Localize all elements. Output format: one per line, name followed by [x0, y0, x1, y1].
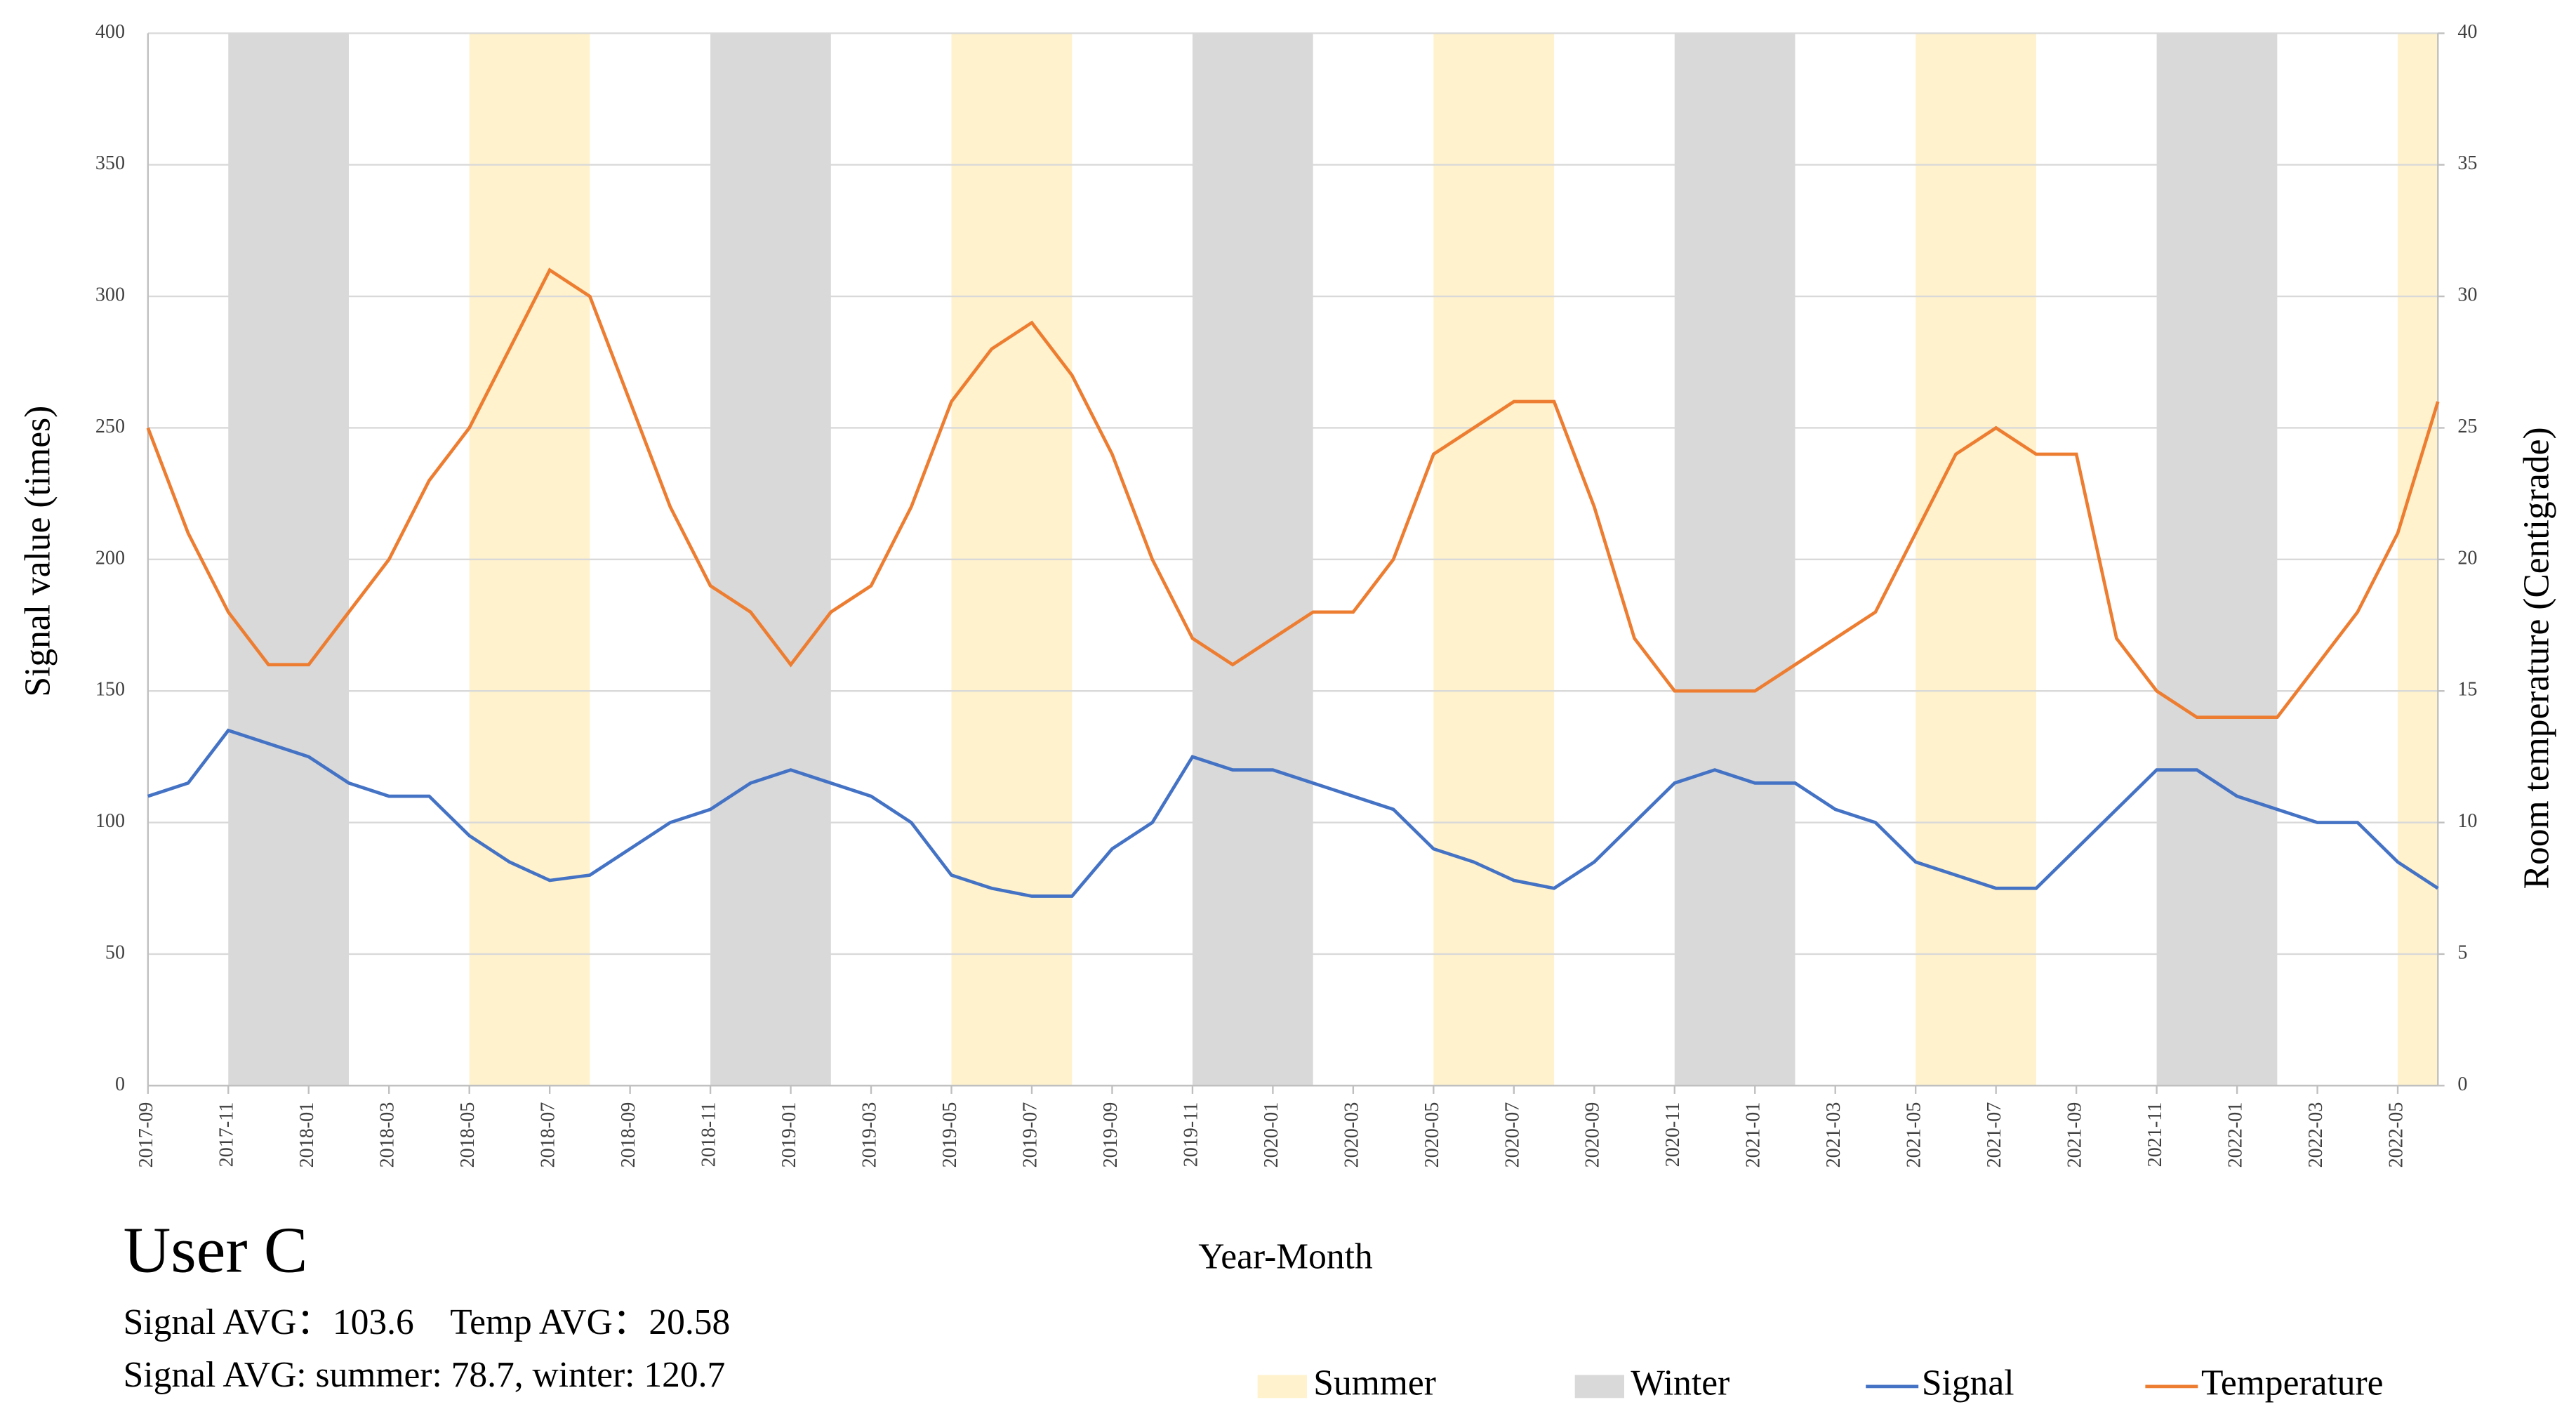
x-tick-label: 2022-01: [2225, 1102, 2247, 1168]
stats-line: Signal AVG: summer: 78.7, winter: 120.7: [124, 1355, 726, 1395]
x-tick-label: 2021-05: [1904, 1102, 1925, 1168]
x-tick-label: 2020-09: [1582, 1102, 1604, 1168]
y2-tick-label: 40: [2457, 21, 2477, 43]
x-tick-label: 2018-05: [457, 1102, 479, 1168]
x-tick-label: 2019-05: [939, 1102, 961, 1168]
x-tick-label: 2019-11: [1180, 1102, 1202, 1168]
x-tick-label: 2021-07: [1984, 1102, 2005, 1168]
legend-label: Temperature: [2201, 1363, 2384, 1403]
x-tick-label: 2018-07: [538, 1102, 559, 1168]
y2-tick-label: 15: [2457, 679, 2477, 701]
x-tick-label: 2018-09: [618, 1102, 639, 1168]
y-tick-label: 50: [105, 941, 125, 963]
x-tick-label: 2020-03: [1341, 1102, 1362, 1168]
y-tick-label: 100: [95, 810, 125, 832]
y-tick-label: 250: [95, 416, 125, 437]
y2-tick-label: 25: [2457, 416, 2477, 437]
y-tick-label: 350: [95, 152, 125, 174]
series-line: [146, 267, 2440, 720]
y-tick-label: 150: [95, 679, 125, 701]
y-tick-label: 300: [95, 284, 125, 306]
x-tick-label: 2020-05: [1421, 1102, 1443, 1168]
x-axis-label: Year-Month: [1198, 1236, 1373, 1276]
x-tick-label: 2021-01: [1743, 1102, 1765, 1168]
legend-swatch: [1257, 1375, 1307, 1399]
series-line: [147, 728, 2439, 898]
x-tick-label: 2021-03: [1823, 1102, 1845, 1168]
y-tick-label: 400: [95, 21, 125, 43]
user-title: User C: [124, 1214, 308, 1286]
x-tick-label: 2017-11: [216, 1102, 238, 1168]
x-tick-label: 2018-01: [296, 1102, 318, 1168]
x-tick-label: 2021-11: [2144, 1102, 2166, 1168]
y2-tick-label: 5: [2457, 941, 2467, 963]
x-tick-label: 2022-03: [2305, 1102, 2327, 1168]
legend-label: Winter: [1631, 1363, 1729, 1403]
legend-label: Signal: [1922, 1363, 2014, 1403]
y-axis-label: Signal value (times): [18, 406, 58, 697]
x-tick-label: 2020-07: [1501, 1102, 1523, 1168]
x-tick-label: 2019-01: [778, 1102, 800, 1168]
y-tick-label: 200: [95, 547, 125, 569]
y2-axis-label: Room temperature (Centigrade): [2516, 427, 2556, 889]
y2-tick-label: 30: [2457, 284, 2477, 306]
legend-swatch: [1574, 1375, 1624, 1399]
x-tick-label: 2018-03: [377, 1102, 399, 1168]
stats-line: Signal AVG：103.6 Temp AVG：20.58: [124, 1302, 731, 1342]
x-tick-label: 2020-11: [1662, 1102, 1684, 1168]
y-tick-label: 0: [115, 1073, 125, 1095]
x-tick-label: 2018-11: [698, 1102, 720, 1168]
y2-tick-label: 20: [2457, 547, 2477, 569]
x-tick-label: 2021-09: [2064, 1102, 2086, 1168]
x-tick-label: 2019-09: [1100, 1102, 1122, 1168]
y2-tick-label: 0: [2457, 1073, 2467, 1095]
x-tick-label: 2020-01: [1261, 1102, 1282, 1168]
y2-tick-label: 35: [2457, 152, 2477, 174]
x-tick-label: 2022-05: [2385, 1102, 2407, 1168]
x-tick-label: 2019-07: [1019, 1102, 1041, 1168]
legend-label: Summer: [1313, 1363, 1436, 1403]
x-tick-label: 2019-03: [858, 1102, 880, 1168]
x-tick-label: 2017-09: [135, 1102, 157, 1168]
y2-tick-label: 10: [2457, 810, 2477, 832]
